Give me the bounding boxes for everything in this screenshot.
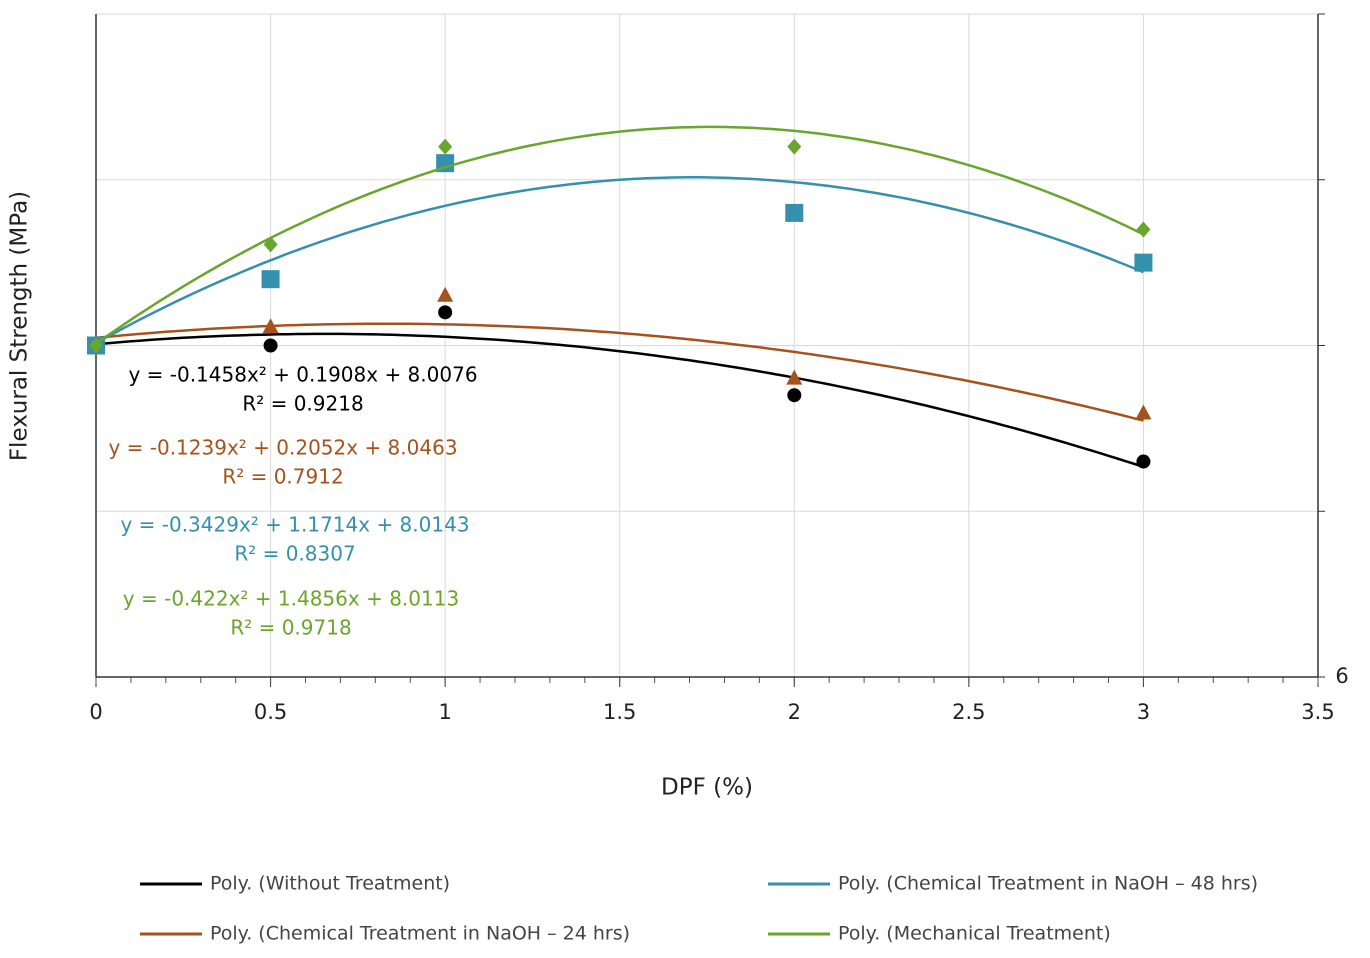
data-point: [438, 138, 453, 155]
x-tick-label: 3.5: [1301, 700, 1334, 724]
data-point: [1134, 253, 1153, 272]
data-point: [89, 337, 103, 354]
trend-r2: R² = 0.7912: [222, 465, 343, 489]
data-point: [1136, 454, 1151, 469]
trend-equation: y = -0.3429x² + 1.1714x + 8.0143: [120, 513, 469, 537]
y-axis-label: Flexural Strength (MPa): [7, 191, 33, 461]
data-point: [437, 286, 454, 302]
data-point: [438, 305, 453, 320]
legend-label: Poly. (Without Treatment): [210, 873, 450, 895]
data-point: [263, 236, 278, 253]
trend-r2: R² = 0.8307: [234, 542, 355, 566]
x-tick-label: 0.5: [254, 700, 287, 724]
data-point: [261, 270, 280, 289]
trend-line: [95, 332, 1144, 469]
x-tick-label: 1.5: [603, 700, 636, 724]
trend-equation: y = -0.1239x² + 0.2052x + 8.0463: [108, 436, 457, 460]
data-point: [1135, 404, 1152, 420]
data-point: [787, 138, 802, 155]
trend-line: [95, 176, 1144, 345]
x-axis-label: DPF (%): [661, 775, 753, 801]
trend-r2: R² = 0.9218: [242, 392, 363, 416]
x-tick-label: 3: [1137, 700, 1150, 724]
legend-label: Poly. (Chemical Treatment in NaOH – 24 h…: [210, 923, 630, 945]
trend-equation: y = -0.1458x² + 0.1908x + 8.0076: [128, 363, 477, 387]
data-point: [262, 318, 279, 334]
data-point: [786, 369, 803, 385]
y-tick-label: 6: [1335, 664, 1348, 688]
trend-r2: R² = 0.9718: [230, 616, 351, 640]
data-point: [1136, 221, 1151, 238]
data-point: [263, 338, 278, 353]
x-tick-label: 2.5: [952, 700, 985, 724]
x-tick-label: 1: [438, 700, 451, 724]
legend-label: Poly. (Chemical Treatment in NaOH – 48 h…: [838, 873, 1258, 895]
legend-label: Poly. (Mechanical Treatment): [838, 923, 1111, 945]
data-point: [785, 203, 804, 222]
x-tick-label: 0: [89, 700, 102, 724]
trend-equation: y = -0.422x² + 1.4856x + 8.0113: [123, 587, 459, 611]
x-tick-label: 2: [788, 700, 801, 724]
data-point: [787, 388, 802, 403]
